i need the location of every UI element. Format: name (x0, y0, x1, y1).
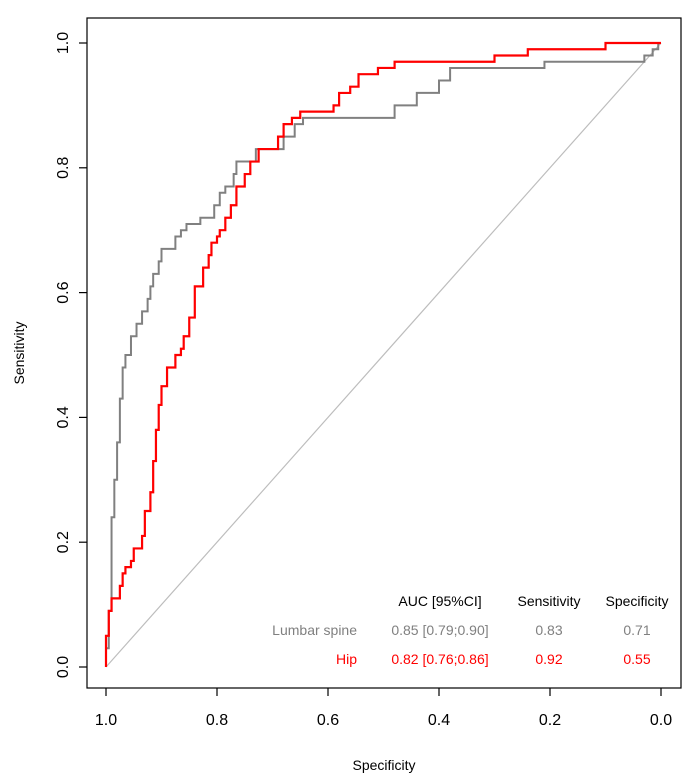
legend-series-name: Lumbar spine (272, 622, 357, 638)
plot-frame (86, 17, 682, 689)
legend-series-auc: 0.82 [0.76;0.86] (391, 651, 488, 667)
x-axis-ticks: 1.0 0.8 0.6 0.4 0.2 0.0 (95, 688, 672, 729)
y-tick-label: 0.6 (55, 281, 72, 303)
legend-header-sensitivity: Sensitivity (517, 593, 580, 609)
y-tick-label: 1.0 (55, 32, 72, 54)
reference-diagonal-line (105, 42, 662, 668)
x-axis-title: Specificity (352, 757, 415, 773)
y-axis-ticks: 0.0 0.2 0.4 0.6 0.8 1.0 (55, 32, 87, 678)
legend-header-auc: AUC [95%CI] (398, 593, 481, 609)
legend-series-auc: 0.85 [0.79;0.90] (391, 622, 488, 638)
legend-series-sensitivity: 0.83 (535, 622, 562, 638)
x-tick-label: 0.2 (539, 712, 561, 729)
legend-series-specificity: 0.55 (623, 651, 650, 667)
roc-curve-lumbar-spine (105, 42, 661, 667)
x-tick-label: 0.8 (206, 712, 228, 729)
legend-series-specificity: 0.71 (623, 622, 650, 638)
legend-header-specificity: Specificity (605, 593, 668, 609)
legend-series-name: Hip (336, 651, 357, 667)
y-tick-label: 0.2 (55, 531, 72, 553)
y-tick-label: 0.8 (55, 157, 72, 179)
x-tick-label: 1.0 (95, 712, 117, 729)
y-axis-title: Sensitivity (11, 321, 27, 384)
roc-curve-hip (104, 41, 661, 667)
x-tick-label: 0.6 (317, 712, 339, 729)
x-tick-label: 0.0 (650, 712, 672, 729)
y-tick-label: 0.0 (55, 656, 72, 678)
x-tick-label: 0.4 (428, 712, 450, 729)
y-tick-label: 0.4 (55, 406, 72, 428)
legend-series-sensitivity: 0.92 (535, 651, 562, 667)
legend-table: AUC [95%CI] Sensitivity Specificity Lumb… (272, 593, 668, 667)
series-layer (104, 41, 661, 667)
